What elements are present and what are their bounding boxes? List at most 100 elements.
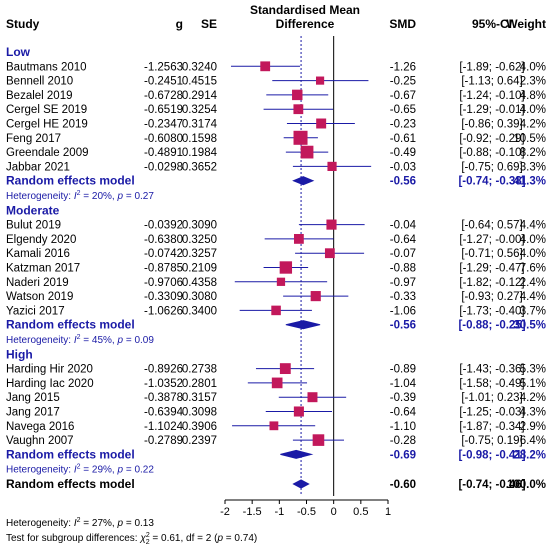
- study-weight: 4.0%: [520, 61, 546, 73]
- study-smd: -0.39: [390, 392, 416, 404]
- study-smd: -1.04: [390, 378, 417, 390]
- overall-weight: 100.0%: [507, 479, 546, 491]
- overall-heterogeneity-prefix: Heterogeneity:: [6, 518, 74, 529]
- subgroup-summary-row: Random effects model -0.56 [-0.88; -0.25]3…: [6, 318, 546, 332]
- overall-heterogeneity-i: I: [74, 518, 77, 529]
- x-axis-tick-label: 1: [385, 506, 391, 518]
- study-smd: -0.88: [390, 263, 416, 275]
- study-name: Harding Hir 2020: [6, 364, 93, 376]
- study-g: -1.2563: [144, 61, 183, 73]
- subgroup-heterogeneity-i: I: [74, 465, 77, 476]
- study-g: -0.0392: [144, 220, 183, 232]
- study-g: -0.0298: [144, 161, 183, 173]
- study-g: -0.8926: [144, 364, 183, 376]
- study-marker: [327, 161, 337, 171]
- study-marker: [316, 76, 325, 85]
- study-se: 0.2801: [182, 378, 217, 390]
- x-axis-tick-label: -0.5: [297, 506, 316, 518]
- study-se: 0.3257: [182, 248, 217, 260]
- study-marker: [279, 363, 291, 375]
- subgroup-heterogeneity-prefix: Heterogeneity:: [6, 465, 74, 476]
- study-marker: [324, 248, 335, 259]
- study-se: 0.3250: [182, 234, 217, 246]
- overall-summary-label: Random effects model: [6, 477, 135, 491]
- study-ci: [-1.01; 0.23]: [461, 392, 522, 404]
- study-ci: [-1.43; -0.36]: [459, 364, 524, 376]
- study-marker: [271, 305, 281, 316]
- study-ci: [-0.93; 0.27]: [461, 291, 522, 303]
- study-name: Naderi 2019: [6, 277, 69, 289]
- x-axis-tick-label: -2: [220, 506, 230, 518]
- study-weight: 5.1%: [520, 378, 546, 390]
- study-smd: -0.89: [390, 364, 416, 376]
- study-name: Yazici 2017: [6, 305, 65, 317]
- subgroup-ci: [-0.98; -0.41]: [458, 449, 525, 461]
- overall-heterogeneity-sup: 2: [77, 517, 81, 524]
- study-marker: [269, 421, 279, 431]
- subgroup-summary-row: Random effects model -0.69 [-0.98; -0.41]2…: [6, 447, 546, 461]
- study-se: 0.3090: [182, 220, 217, 232]
- study-weight: 4.0%: [520, 234, 546, 246]
- study-se: 0.3906: [182, 421, 217, 433]
- study-name: Katzman 2017: [6, 263, 80, 275]
- study-smd: -0.28: [390, 435, 416, 447]
- study-ci: [-1.25; -0.03]: [459, 407, 524, 419]
- study-smd: -0.04: [390, 220, 417, 232]
- reference-lines: [300, 36, 335, 496]
- subgroup-heterogeneity-sup: 2: [77, 334, 81, 341]
- study-name: Cergel HE 2019: [6, 119, 88, 131]
- subgroup-test-pval: = 0.74): [223, 533, 257, 544]
- header-title-line2: Difference: [276, 17, 335, 31]
- group-heading: High: [6, 347, 33, 361]
- study-marker: [310, 291, 321, 302]
- overall-smd: -0.60: [390, 479, 416, 491]
- study-name: Kamali 2016: [6, 248, 70, 260]
- header-weight: Weight: [506, 17, 546, 31]
- subgroup-weight: 28.2%: [513, 449, 546, 461]
- subgroup-summary-label: Random effects model: [6, 318, 135, 332]
- study-g: -0.2451: [144, 76, 183, 88]
- study-smd: -0.61: [390, 133, 416, 145]
- study-marker: [293, 104, 304, 115]
- subgroup-smd: -0.69: [390, 449, 416, 461]
- study-ci: [-0.64; 0.57]: [461, 220, 522, 232]
- study-marker: [293, 130, 308, 145]
- study-weight: 4.3%: [520, 407, 546, 419]
- study-smd: -0.25: [390, 76, 416, 88]
- study-g: -1.0626: [144, 305, 183, 317]
- subgroup-heterogeneity-rest: = 20%,: [81, 191, 118, 202]
- study-se: 0.3098: [182, 407, 217, 419]
- study-se: 0.2914: [182, 90, 218, 102]
- overall-diamond: [292, 479, 310, 489]
- study-se: 0.3174: [182, 119, 218, 131]
- study-smd: -1.26: [390, 61, 416, 73]
- study-smd: -0.23: [390, 119, 416, 131]
- study-marker: [316, 118, 327, 129]
- header-ci: 95%-CI: [472, 17, 512, 31]
- subgroup-diamond: [280, 449, 314, 459]
- x-axis-tick-label: -1: [274, 506, 284, 518]
- study-se: 0.3157: [182, 392, 217, 404]
- overall-heterogeneity: Heterogeneity: I2 = 27%, p = 0.13: [6, 517, 154, 529]
- study-g: -0.2789: [144, 435, 183, 447]
- study-weight: 4.2%: [520, 119, 546, 131]
- study-marker: [260, 61, 271, 72]
- study-se: 0.1984: [182, 147, 218, 159]
- study-ci: [-1.13; 0.64]: [461, 76, 522, 88]
- study-se: 0.4358: [182, 277, 217, 289]
- subgroup-smd: -0.56: [390, 320, 416, 332]
- study-marker: [279, 261, 293, 274]
- study-ci: [-1.24; -0.10]: [459, 90, 524, 102]
- study-ci: [-0.92; -0.29]: [459, 133, 524, 145]
- study-weight: 4.4%: [520, 291, 546, 303]
- subgroup-heterogeneity-pval: = 0.22: [123, 465, 154, 476]
